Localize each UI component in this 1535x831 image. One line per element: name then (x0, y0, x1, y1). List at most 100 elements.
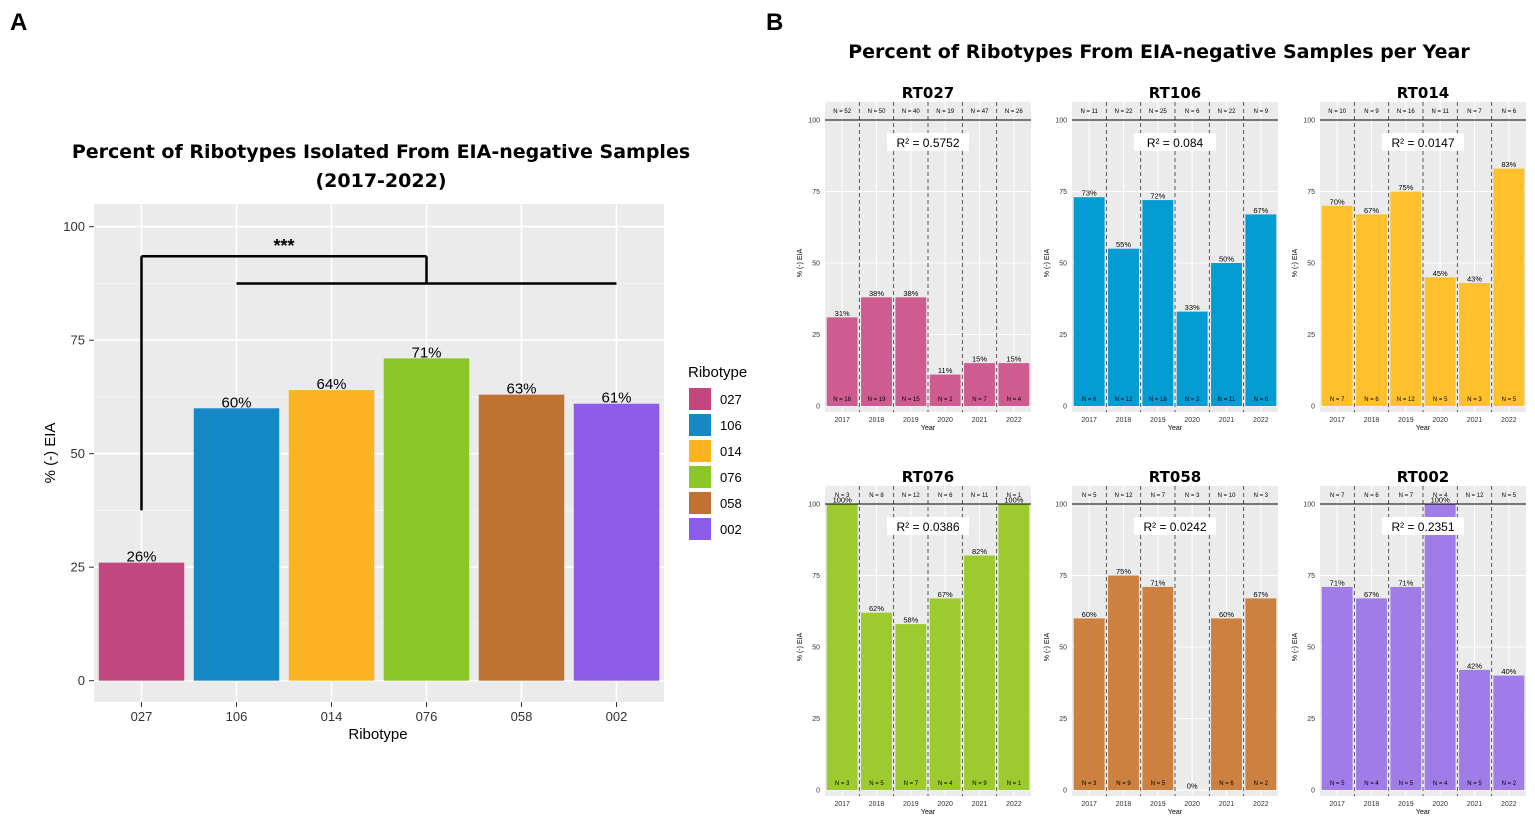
subplot-n-negative: N = 5 (869, 781, 884, 787)
subplot-xtick-label: 2022 (1253, 801, 1269, 808)
subplot-xtick-label: 2020 (1184, 801, 1200, 808)
subplot-bar-label: 38% (869, 289, 884, 298)
subplot-n-total: N = 11 (1431, 109, 1449, 115)
subplot-n-total: N = 12 (1466, 493, 1485, 499)
subplot-title: RT027 (902, 84, 954, 102)
subplot-rt002: RT002 0 25 50 75 100 71% N = 5 N = 7 2017 67% N = 4… (1292, 468, 1526, 816)
subplot-ytick-label: 100 (1303, 118, 1315, 125)
subplot-xtick-label: 2022 (1501, 801, 1517, 808)
subplot-n-negative: N = 2 (1185, 397, 1200, 403)
subplot-n-total: N = 8 (869, 493, 884, 499)
subplot-xtick-label: 2018 (1116, 417, 1132, 424)
subplot-n-negative: N = 6 (1254, 397, 1269, 403)
bar-rt014-2020 (1424, 277, 1456, 406)
panel-letter-b: B (766, 9, 783, 36)
subplot-rt106: RT106 0 25 50 75 100 73% N = 8 N = 11 2017 55% N = … (1044, 84, 1278, 432)
chart-a-xtick-label: 002 (606, 709, 628, 724)
subplot-xtick-label: 2018 (1364, 801, 1380, 808)
subplot-n-negative: N = 5 (1330, 781, 1345, 787)
subplot-title: RT106 (1149, 84, 1201, 102)
subplot-r2-box (1134, 133, 1216, 151)
subplot-bar-label: 15% (1006, 355, 1021, 364)
bar-rt076-2017 (826, 504, 858, 790)
subplot-ytick-label: 0 (1063, 404, 1067, 411)
subplot-n-total: N = 6 (1364, 493, 1379, 499)
subplot-n-negative: N = 12 (1397, 397, 1416, 403)
subplot-n-total: N = 26 (1005, 109, 1024, 115)
subplot-n-total: N = 6 (938, 493, 953, 499)
subplot-ytick-label: 25 (1059, 716, 1067, 723)
bar-rt014-2017 (1321, 205, 1353, 406)
subplot-n-negative: N = 4 (1007, 397, 1022, 403)
subplot-n-negative: N = 19 (868, 397, 887, 403)
subplot-r2: R² = 0.084 (1147, 136, 1204, 150)
subplot-ytick-label: 75 (1307, 189, 1315, 196)
subplot-ytick-label: 75 (1059, 189, 1067, 196)
subplot-xtick-label: 2021 (1219, 417, 1235, 424)
subplot-n-total: N = 5 (1502, 493, 1517, 499)
subplot-ytick-label: 100 (808, 118, 820, 125)
subplot-bar-label: 43% (1467, 275, 1482, 284)
subplot-n-total: N = 10 (1328, 109, 1347, 115)
subplot-n-negative: N = 7 (972, 397, 987, 403)
bar-rt106-2017 (1073, 197, 1105, 406)
subplot-n-total: N = 25 (1149, 109, 1168, 115)
subplot-n-total: N = 11 (971, 493, 989, 499)
subplot-ylabel: % (-) EIA (1044, 248, 1051, 277)
bar-rt002-2017 (1321, 586, 1353, 790)
subplot-bar-label: 72% (1150, 192, 1165, 201)
subplot-bar-label: 67% (1253, 590, 1268, 599)
subplot-n-negative: N = 6 (1219, 781, 1234, 787)
subplot-ytick-label: 25 (1307, 332, 1315, 339)
subplot-xlabel: Year (1168, 425, 1183, 432)
bar-058 (478, 394, 565, 681)
subplot-r2-box (1382, 517, 1464, 535)
subplot-n-negative: N = 4 (1433, 781, 1448, 787)
subplot-n-negative: N = 1 (1007, 781, 1022, 787)
bar-label-106: 60% (221, 394, 251, 411)
subplot-n-negative: N = 3 (1082, 781, 1097, 787)
bar-027 (98, 562, 185, 681)
subplot-n-total: N = 6 (1502, 109, 1517, 115)
subplot-n-total: N = 9 (1254, 109, 1269, 115)
subplot-bar-label: 60% (1219, 610, 1234, 619)
subplot-xtick-label: 2019 (1398, 417, 1414, 424)
subplot-ytick-label: 25 (812, 332, 820, 339)
subplot-xtick-label: 2019 (1150, 801, 1166, 808)
subplot-xtick-label: 2017 (1081, 417, 1097, 424)
subplot-r2: R² = 0.2351 (1391, 520, 1454, 534)
legend-label-106: 106 (720, 418, 742, 433)
panel-letter-a: A (10, 9, 27, 36)
subplot-bar-label: 75% (1398, 183, 1413, 192)
subplot-n-negative: N = 2 (1254, 781, 1269, 787)
bar-label-058: 63% (506, 381, 536, 398)
subplot-bar-label: 83% (1501, 160, 1516, 169)
subplot-xtick-label: 2019 (903, 417, 919, 424)
bar-002 (573, 403, 660, 681)
subplot-n-negative: N = 16 (833, 397, 852, 403)
bar-076 (383, 358, 470, 681)
subplot-r2: R² = 0.0147 (1391, 136, 1454, 150)
subplot-n-total: N = 22 (1115, 109, 1134, 115)
subplot-r2: R² = 0.5752 (896, 136, 959, 150)
bar-rt014-2021 (1459, 283, 1490, 406)
subplot-title: RT002 (1397, 468, 1449, 486)
chart-a-xtick-label: 027 (131, 709, 153, 724)
bar-014 (288, 390, 375, 681)
subplot-xtick-label: 2019 (903, 801, 919, 808)
subplot-xlabel: Year (1416, 425, 1431, 432)
subplot-xtick-label: 2018 (1364, 417, 1380, 424)
chart-a-ytick-label: 0 (78, 673, 85, 688)
subplot-xtick-label: 2021 (1467, 801, 1483, 808)
bar-label-002: 61% (601, 390, 631, 407)
subplot-ytick-label: 75 (812, 573, 820, 580)
subplot-xlabel: Year (921, 809, 936, 816)
bar-rt076-2018 (861, 612, 892, 790)
subplot-n-negative: N = 2 (1502, 781, 1517, 787)
bar-label-027: 26% (126, 549, 156, 566)
subplot-n-negative: N = 5 (1399, 781, 1414, 787)
bar-rt076-2020 (929, 598, 961, 790)
subplot-ytick-label: 100 (1303, 502, 1315, 509)
bar-rt014-2018 (1356, 214, 1387, 406)
subplot-n-total: N = 7 (1151, 493, 1166, 499)
